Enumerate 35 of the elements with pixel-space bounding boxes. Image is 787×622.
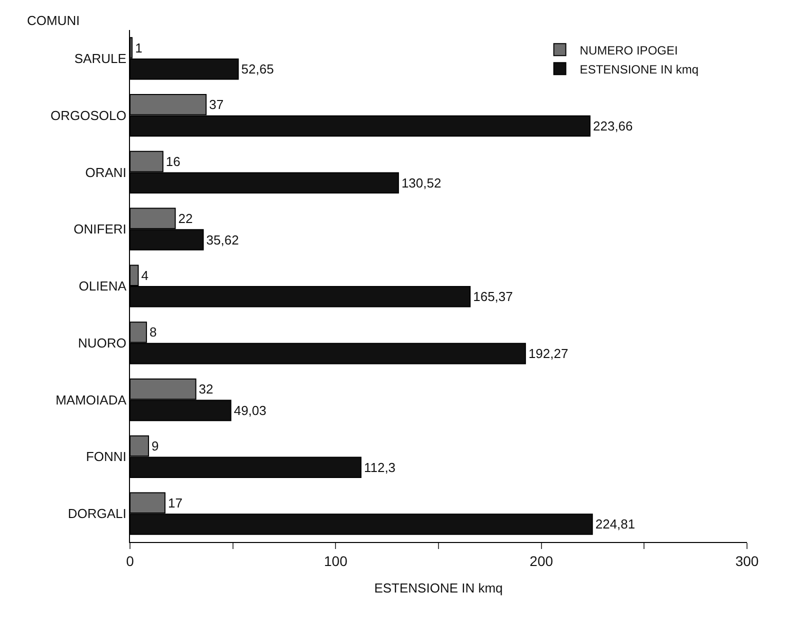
data-label: 1 (135, 40, 142, 56)
data-label: 223,66 (592, 118, 633, 134)
y-tick-label: MAMOIADA (56, 392, 127, 408)
x-axis-title: ESTENSIONE IN kmq (374, 580, 503, 596)
data-label: 16 (166, 154, 180, 170)
data-label: 165,37 (473, 289, 513, 304)
y-tick-label: SARULE (74, 50, 127, 66)
data-label: 9 (152, 438, 159, 454)
data-label: 8 (149, 324, 157, 340)
x-tick-label: 300 (735, 552, 759, 569)
y-tick-label: ONIFERI (74, 222, 126, 237)
y-tick-label: NUORO (78, 335, 126, 350)
data-label: 224,81 (595, 516, 636, 532)
data-label: 37 (209, 97, 224, 112)
data-label: 4 (141, 268, 148, 283)
y-tick-label: DORGALI (68, 506, 126, 522)
y-tick-label: ORGOSOLO (50, 108, 126, 123)
data-label: 35,62 (206, 232, 239, 248)
data-label: 17 (168, 495, 182, 510)
legend-label: NUMERO IPOGEI (580, 43, 678, 58)
data-label: 192,27 (528, 346, 568, 362)
x-tick-label: 100 (324, 552, 348, 569)
data-label: 52,65 (241, 62, 274, 77)
data-label: 32 (198, 382, 214, 397)
data-label: 49,03 (234, 402, 266, 418)
y-axis-title: COMUNI (27, 13, 80, 28)
data-label: 22 (178, 210, 193, 226)
y-tick-label: FONNI (86, 449, 126, 464)
y-tick-label: ORANI (85, 164, 126, 180)
data-label: 130,52 (401, 175, 442, 190)
data-label: 112,3 (364, 460, 396, 475)
x-tick-label: 200 (530, 552, 554, 569)
y-tick-label: OLIENA (78, 278, 127, 294)
x-tick-label: 0 (126, 552, 134, 569)
legend-label: ESTENSIONE IN kmq (580, 62, 698, 76)
